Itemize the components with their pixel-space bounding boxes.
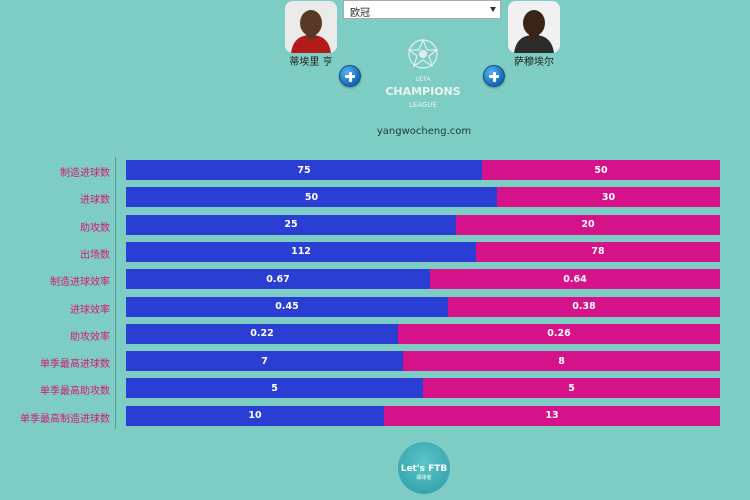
left-player-bar: 50 xyxy=(126,187,497,208)
right-player-bar: 0.64 xyxy=(430,269,720,290)
right-player-bar: 5 xyxy=(423,378,720,399)
left-player-bar: 7 xyxy=(126,351,403,372)
competition-select-value: 欧冠 xyxy=(350,8,370,19)
stat-label: 制造进球数 xyxy=(60,168,110,179)
lets-ftb-logo[interactable]: Let's FTB 踢球者 xyxy=(398,442,450,494)
add-left-player-button[interactable] xyxy=(339,65,361,87)
left-player-bar: 0.67 xyxy=(126,269,430,290)
right-player-bar: 8 xyxy=(403,351,720,372)
stat-label: 助攻数 xyxy=(80,222,110,234)
logo-uefa: UEFA xyxy=(415,76,431,83)
chevron-down-icon xyxy=(490,7,496,12)
left-player-photo xyxy=(285,1,337,53)
competition-select[interactable]: 欧冠 xyxy=(343,0,501,19)
site-url: yangwocheng.com xyxy=(376,126,472,137)
right-player-bar: 50 xyxy=(482,160,720,180)
stat-label: 进球数 xyxy=(80,195,110,207)
right-player-name: 萨穆埃尔 xyxy=(514,57,554,68)
chart-divider xyxy=(115,157,116,429)
left-player-bar: 112 xyxy=(126,241,476,262)
left-player-name: 蒂埃里 亨 xyxy=(289,57,333,68)
stat-label: 单季最高制造进球数 xyxy=(20,413,110,425)
stat-label: 单季最高助攻数 xyxy=(40,386,110,398)
add-right-player-button[interactable] xyxy=(483,65,505,87)
lets-ftb-title: Let's FTB xyxy=(400,463,448,474)
left-player-bar: 5 xyxy=(126,378,423,399)
left-player-bar: 25 xyxy=(126,214,456,235)
left-player-bar: 75 xyxy=(126,160,482,180)
logo-league: LEAGUE xyxy=(409,101,437,109)
logo-champions: CHAMPIONS xyxy=(385,85,460,98)
right-player-bar: 13 xyxy=(384,405,720,426)
left-player-bar: 0.22 xyxy=(126,323,398,344)
left-player-bar: 0.45 xyxy=(126,296,448,317)
right-player-bar: 0.26 xyxy=(398,323,720,344)
right-player-bar: 20 xyxy=(456,214,720,235)
right-player-bar: 78 xyxy=(476,241,720,262)
right-player-bar: 30 xyxy=(497,187,720,208)
champions-league-logo: UEFA CHAMPIONS LEAGUE xyxy=(385,38,461,109)
stat-label: 助攻效率 xyxy=(70,331,110,343)
left-player-bar: 10 xyxy=(126,405,384,426)
right-player-photo xyxy=(508,1,560,53)
right-player-bar: 0.38 xyxy=(448,296,720,317)
stat-label: 出场数 xyxy=(80,249,110,261)
lets-ftb-subtitle: 踢球者 xyxy=(416,474,432,481)
stat-label: 单季最高进球数 xyxy=(40,359,110,371)
stat-label: 制造进球效率 xyxy=(50,277,110,289)
stat-label: 进球效率 xyxy=(70,304,110,316)
